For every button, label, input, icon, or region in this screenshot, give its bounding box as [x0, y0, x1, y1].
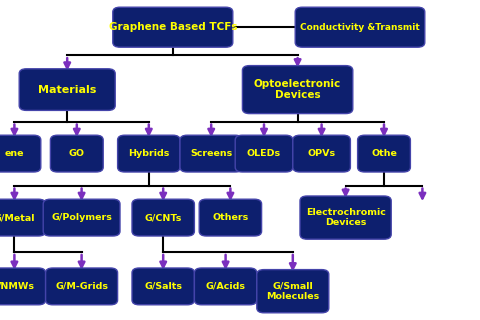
- Text: Hybrids: Hybrids: [128, 149, 169, 158]
- FancyBboxPatch shape: [293, 135, 350, 172]
- Text: Screens: Screens: [190, 149, 232, 158]
- FancyBboxPatch shape: [199, 199, 262, 236]
- FancyBboxPatch shape: [0, 199, 46, 236]
- FancyBboxPatch shape: [0, 135, 41, 172]
- Text: VNMWs: VNMWs: [0, 282, 35, 291]
- Text: Othe: Othe: [371, 149, 397, 158]
- Text: GO: GO: [69, 149, 85, 158]
- FancyBboxPatch shape: [358, 135, 410, 172]
- Text: G/Salts: G/Salts: [144, 282, 182, 291]
- FancyBboxPatch shape: [295, 7, 425, 47]
- FancyBboxPatch shape: [257, 269, 329, 313]
- Text: OPVs: OPVs: [308, 149, 336, 158]
- Text: Electrochromic
Devices: Electrochromic Devices: [306, 208, 385, 227]
- Text: G/CNTs: G/CNTs: [144, 213, 182, 222]
- Text: G/Small
Molecules: G/Small Molecules: [266, 282, 319, 301]
- FancyBboxPatch shape: [19, 69, 115, 110]
- FancyBboxPatch shape: [132, 268, 194, 305]
- Text: G/M-Grids: G/M-Grids: [55, 282, 108, 291]
- FancyBboxPatch shape: [300, 196, 391, 239]
- FancyBboxPatch shape: [194, 268, 257, 305]
- FancyBboxPatch shape: [132, 199, 194, 236]
- FancyBboxPatch shape: [242, 66, 353, 114]
- Text: Graphene Based TCFs: Graphene Based TCFs: [108, 22, 237, 32]
- Text: ene: ene: [5, 149, 24, 158]
- Text: G/Polymers: G/Polymers: [51, 213, 112, 222]
- FancyBboxPatch shape: [43, 199, 120, 236]
- Text: G/Acids: G/Acids: [205, 282, 246, 291]
- FancyBboxPatch shape: [235, 135, 293, 172]
- Text: OLEDs: OLEDs: [247, 149, 281, 158]
- Text: Optoelectronic
Devices: Optoelectronic Devices: [254, 79, 341, 100]
- FancyBboxPatch shape: [50, 135, 103, 172]
- FancyBboxPatch shape: [118, 135, 180, 172]
- FancyBboxPatch shape: [180, 135, 242, 172]
- FancyBboxPatch shape: [113, 7, 233, 47]
- Text: G/Metal: G/Metal: [0, 213, 35, 222]
- FancyBboxPatch shape: [0, 268, 46, 305]
- FancyBboxPatch shape: [46, 268, 118, 305]
- Text: Others: Others: [212, 213, 249, 222]
- Text: Materials: Materials: [38, 84, 96, 95]
- Text: Conductivity &Transmit: Conductivity &Transmit: [300, 23, 420, 32]
